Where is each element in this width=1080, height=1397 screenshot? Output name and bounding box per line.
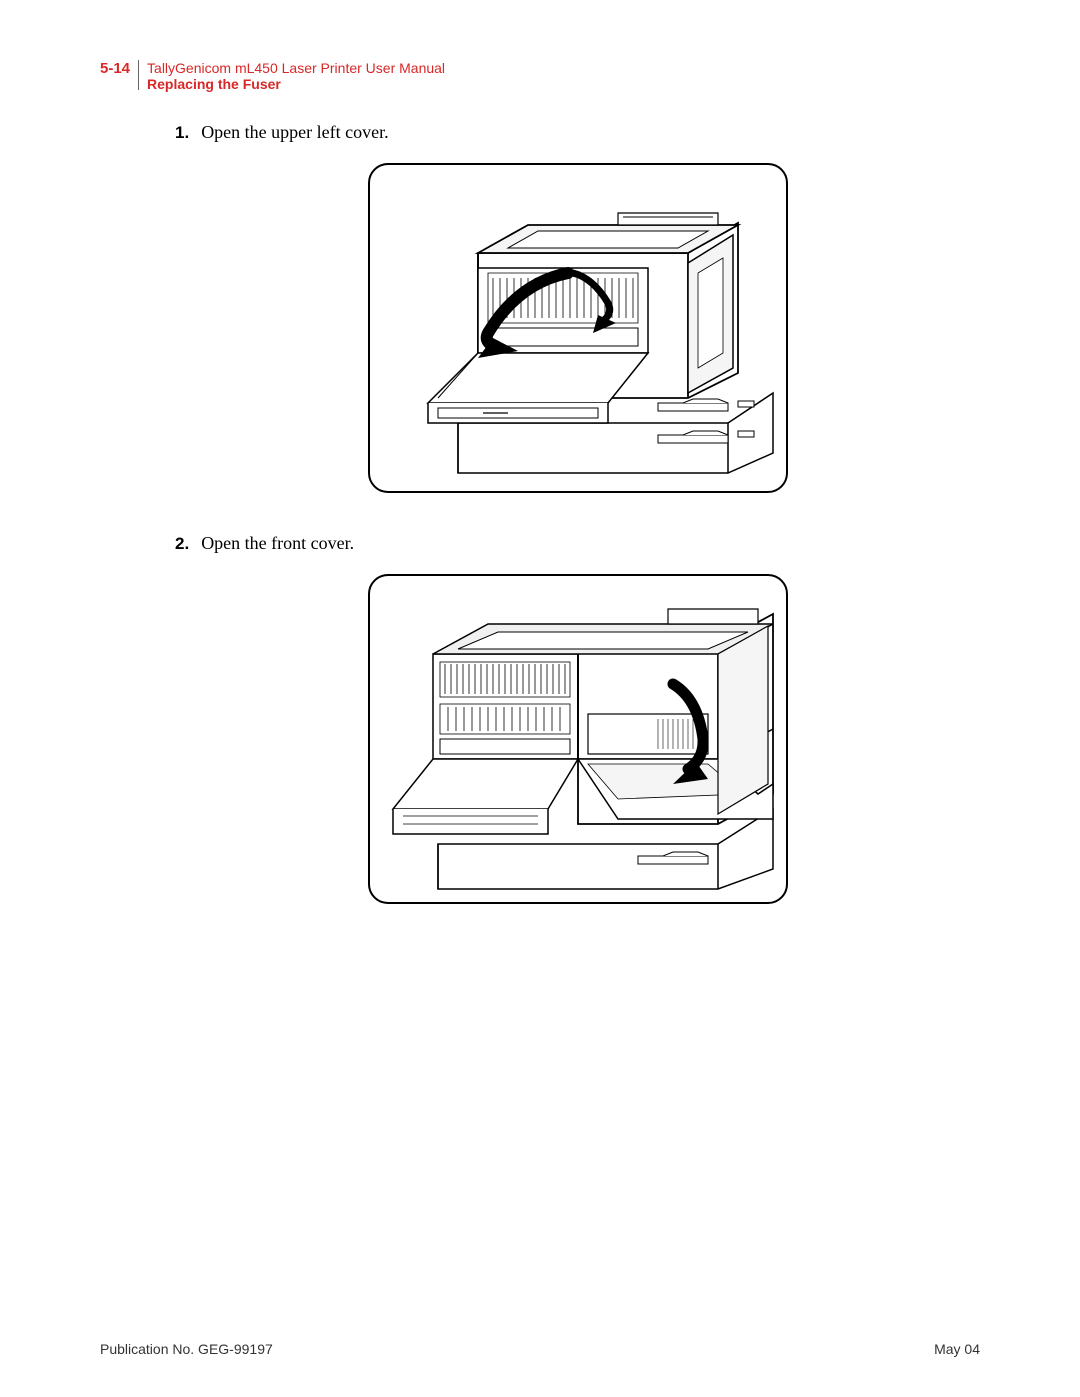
step-line: 2. Open the front cover.	[175, 533, 980, 554]
illustration-2-frame	[368, 574, 788, 904]
step-number: 2.	[175, 534, 189, 554]
step-text: Open the front cover.	[201, 533, 354, 554]
manual-title: TallyGenicom mL450 Laser Printer User Ma…	[147, 60, 445, 76]
section-title: Replacing the Fuser	[147, 76, 445, 92]
printer-front-cover-illustration	[378, 584, 778, 894]
header-text-block: TallyGenicom mL450 Laser Printer User Ma…	[147, 60, 445, 92]
printer-upper-left-cover-illustration	[378, 173, 778, 483]
header-divider	[138, 60, 139, 90]
step-1: 1. Open the upper left cover.	[175, 122, 980, 143]
step-text: Open the upper left cover.	[201, 122, 388, 143]
publication-date: May 04	[934, 1341, 980, 1357]
page-number: 5-14	[100, 60, 130, 77]
step-line: 1. Open the upper left cover.	[175, 122, 980, 143]
step-2: 2. Open the front cover.	[175, 533, 980, 554]
illustration-1-frame	[368, 163, 788, 493]
illustration-2-container	[175, 574, 980, 904]
page-content: 1. Open the upper left cover.	[175, 122, 980, 904]
illustration-1-container	[175, 163, 980, 493]
step-number: 1.	[175, 123, 189, 143]
publication-number: Publication No. GEG-99197	[100, 1341, 273, 1357]
page-header: 5-14 TallyGenicom mL450 Laser Printer Us…	[100, 60, 980, 92]
manual-page: 5-14 TallyGenicom mL450 Laser Printer Us…	[0, 0, 1080, 1397]
page-footer: Publication No. GEG-99197 May 04	[100, 1341, 980, 1357]
